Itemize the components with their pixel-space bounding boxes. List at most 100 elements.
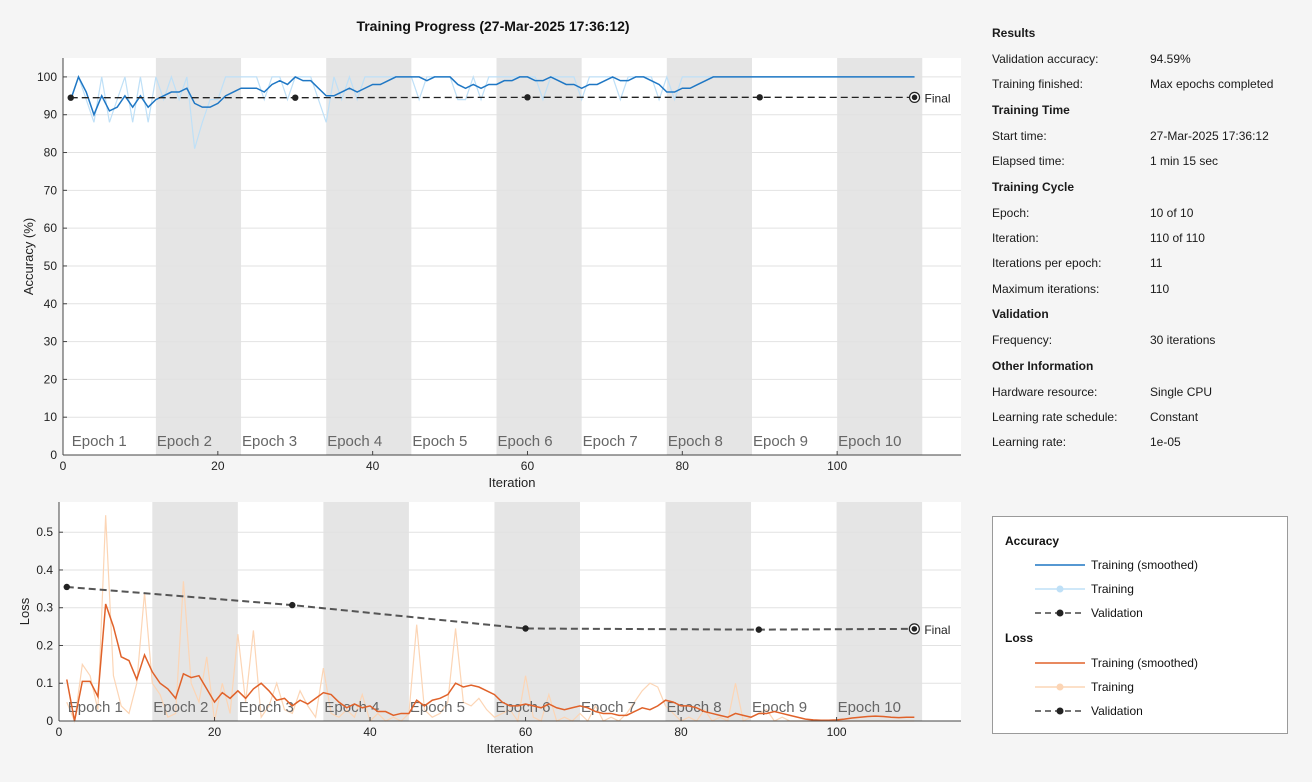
loss-validation-point (63, 583, 70, 591)
legend-label: Training (smoothed) (1091, 656, 1198, 670)
acc-epoch-label: Epoch 4 (327, 433, 382, 450)
training-time-heading: Training Time (992, 102, 1070, 117)
info-row: Learning rate: 1e-05 (992, 431, 1292, 456)
info-value: 30 iterations (1150, 333, 1216, 348)
acc-final-marker (911, 94, 918, 101)
loss-smoothed-swatch-icon (1035, 662, 1085, 664)
loss-epoch-label: Epoch 5 (410, 699, 465, 716)
info-value: Constant (1150, 409, 1199, 424)
info-row: Elapsed time: 1 min 15 sec (992, 150, 1292, 175)
info-row: Learning rate schedule: Constant (992, 406, 1292, 431)
acc-epoch-label: Epoch 9 (753, 433, 808, 450)
legend-label: Training (1091, 582, 1134, 596)
acc-y-tick-label: 20 (44, 372, 58, 386)
loss-epoch-band (665, 502, 752, 721)
acc-x-axis-label: Iteration (489, 475, 536, 490)
loss-epoch-label: Epoch 4 (324, 699, 379, 716)
info-value: 110 (1150, 281, 1170, 296)
info-key: Start time: (992, 128, 1047, 143)
acc-epoch-band (155, 58, 242, 455)
validation-heading: Validation (992, 307, 1049, 322)
info-row: Hardware resource: Single CPU (992, 381, 1292, 406)
acc-epoch-label: Epoch 1 (72, 433, 127, 450)
acc-epoch-band (837, 58, 923, 455)
legend-label: Training (smoothed) (1091, 558, 1198, 572)
loss-y-tick-label: 0.2 (36, 638, 53, 652)
acc-y-tick-label: 40 (44, 297, 58, 311)
loss-epoch-label: Epoch 10 (838, 699, 901, 716)
info-row: Epoch: 10 of 10 (992, 202, 1292, 227)
training-cycle-heading: Training Cycle (992, 179, 1075, 194)
info-key: Training finished: (992, 77, 1083, 92)
acc-validation-point (524, 94, 531, 101)
info-key: Elapsed time: (992, 154, 1065, 169)
info-value: 27-Mar-2025 17:36:12 (1150, 128, 1269, 143)
loss-y-tick-label: 0.4 (36, 563, 53, 577)
info-value: 110 of 110 (1150, 230, 1205, 245)
loss-y-tick-label: 0.5 (36, 525, 53, 539)
info-key: Learning rate schedule: (992, 409, 1118, 424)
chart-title: Training Progress (27-Mar-2025 17:36:12) (356, 18, 629, 34)
acc-y-tick-label: 60 (44, 221, 58, 235)
info-key: Epoch: (992, 205, 1030, 220)
acc-epoch-label: Epoch 5 (412, 433, 467, 450)
info-row: Maximum iterations: 110 (992, 278, 1292, 303)
legend-loss-training: Training (1033, 679, 1134, 695)
acc-x-tick-label: 20 (211, 459, 225, 473)
acc-epoch-band (496, 58, 582, 455)
legend: Accuracy Training (smoothed) Training Va… (992, 516, 1288, 734)
legend-acc-training: Training (1033, 581, 1134, 597)
acc-final-label: Final (925, 91, 951, 105)
info-value: Max epochs completed (1150, 77, 1274, 92)
loss-x-tick-label: 80 (674, 725, 688, 739)
loss-y-tick-label: 0.3 (36, 601, 53, 615)
legend-acc-validation: Validation (1033, 605, 1143, 621)
info-row: Validation accuracy: 94.59% (992, 48, 1292, 73)
info-key: Frequency: (992, 333, 1053, 348)
acc-y-tick-label: 50 (44, 259, 58, 273)
acc-smoothed-swatch-icon (1035, 564, 1085, 566)
acc-y-tick-label: 80 (44, 146, 58, 160)
loss-y-axis-label: Loss (17, 597, 32, 625)
legend-label: Validation (1091, 606, 1143, 620)
acc-y-tick-label: 0 (50, 448, 57, 462)
info-panel: Results Validation accuracy: 94.59% Train… (992, 22, 1292, 457)
legend-accuracy-title: Accuracy (1005, 534, 1060, 548)
info-row: Iteration: 110 of 110 (992, 227, 1292, 252)
loss-plot: Epoch 1 Epoch 2 Epoch 3 Epoch 4 Epoch 5 Epoch… (17, 502, 961, 756)
loss-validation-swatch-icon (1035, 707, 1085, 715)
acc-y-axis-label: Accuracy (%) (21, 218, 36, 295)
acc-y-tick-label: 10 (44, 410, 58, 424)
loss-final-marker (911, 626, 918, 632)
acc-epoch-label: Epoch 8 (668, 433, 723, 450)
acc-x-tick-label: 100 (827, 459, 847, 473)
acc-training-swatch-icon (1035, 585, 1085, 593)
info-value: 1 min 15 sec (1150, 154, 1219, 169)
info-row: Iterations per epoch: 11 (992, 252, 1292, 277)
info-key: Iteration: (992, 230, 1039, 245)
info-value: 1e-05 (1150, 435, 1181, 450)
acc-validation-point (756, 94, 763, 101)
info-value: 11 (1150, 256, 1163, 271)
acc-epoch-label: Epoch 6 (498, 433, 553, 450)
acc-epoch-band (666, 58, 752, 455)
accuracy-plot: Epoch 1 Epoch 2 Epoch 3 Epoch 4 Epoch 5 Epoch… (21, 58, 961, 490)
info-key: Iterations per epoch: (992, 256, 1102, 271)
loss-epoch-label: Epoch 9 (752, 699, 807, 716)
legend-loss-smoothed: Training (smoothed) (1033, 655, 1198, 671)
info-key: Learning rate: (992, 435, 1067, 450)
acc-x-tick-label: 0 (60, 459, 67, 473)
loss-epoch-band (152, 502, 238, 721)
training-progress-charts: Training Progress (27-Mar-2025 17:36:12)… (17, 18, 961, 756)
acc-x-tick-label: 80 (676, 459, 690, 473)
acc-epoch-label: Epoch 10 (838, 433, 901, 450)
legend-loss-validation: Validation (1033, 703, 1143, 719)
loss-x-tick-label: 20 (208, 725, 222, 739)
loss-x-tick-label: 100 (827, 725, 847, 739)
acc-y-tick-label: 70 (44, 183, 58, 197)
legend-loss-title: Loss (1005, 631, 1034, 645)
info-key: Maximum iterations: (992, 281, 1100, 296)
loss-validation-point (755, 626, 763, 633)
loss-training-swatch-icon (1035, 683, 1085, 691)
info-key: Hardware resource: (992, 384, 1098, 399)
